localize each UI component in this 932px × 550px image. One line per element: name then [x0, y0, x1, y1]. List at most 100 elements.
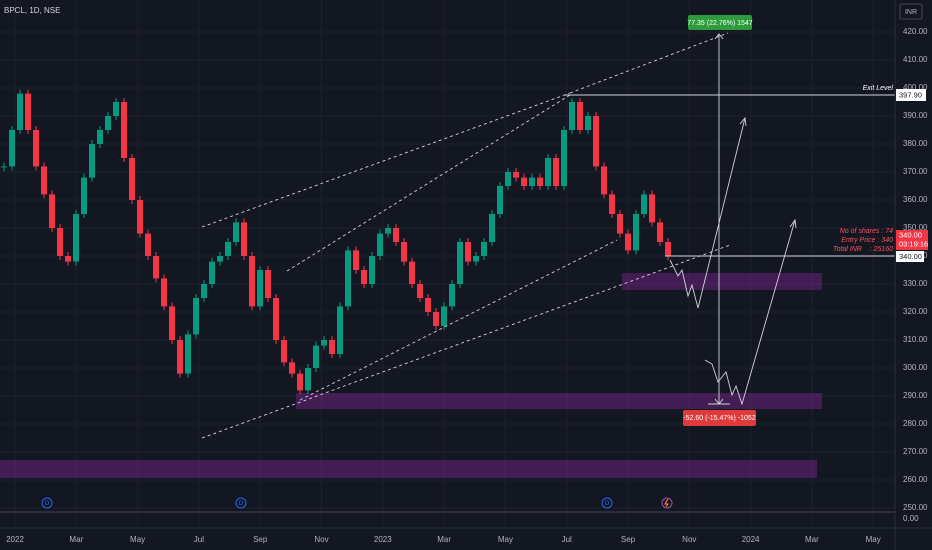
event-label: D — [239, 501, 244, 507]
arrow-head — [789, 218, 797, 229]
candle — [273, 298, 279, 340]
y-tick-label: 270.00 — [903, 447, 928, 456]
candle — [457, 242, 463, 284]
candle — [449, 284, 455, 307]
candle — [113, 102, 119, 116]
candle — [577, 102, 583, 130]
x-tick-label: Nov — [682, 535, 696, 544]
candle — [425, 298, 431, 312]
candle — [233, 222, 239, 242]
candle — [633, 214, 639, 251]
target-label: 77.35 (22.76%) 1547 — [687, 20, 752, 27]
candle — [257, 270, 263, 307]
candle — [473, 256, 479, 262]
info-line: Entry Price : 340 — [841, 237, 893, 244]
x-tick-label: Jul — [562, 535, 572, 544]
candle — [89, 144, 95, 178]
candle — [353, 250, 359, 270]
exit-label: Exit Level — [863, 85, 894, 92]
entry-price: 340.00 — [899, 252, 922, 261]
candle — [9, 130, 15, 167]
candles — [1, 89, 671, 395]
candle — [497, 186, 503, 214]
y-tick-label: 290.00 — [903, 391, 928, 400]
candle — [1, 166, 7, 168]
x-tick-label: Mar — [69, 535, 83, 544]
candle — [201, 284, 207, 298]
candle — [441, 306, 447, 326]
candle — [225, 242, 231, 256]
event-icon — [601, 497, 613, 509]
candle — [49, 194, 55, 228]
x-tick-label: May — [498, 535, 513, 544]
candle — [33, 130, 39, 167]
arrow-head — [739, 116, 747, 127]
y-tick-label: 330.00 — [903, 279, 928, 288]
trend-line — [201, 244, 731, 439]
event-icon — [235, 497, 247, 509]
candle — [313, 345, 319, 368]
candle — [305, 368, 311, 391]
last-price: 340.00 — [899, 230, 922, 239]
candle — [193, 298, 199, 335]
x-tick-label: Sep — [621, 535, 636, 544]
candle — [329, 340, 335, 354]
candle — [65, 256, 71, 262]
candle — [241, 222, 247, 256]
candle — [385, 228, 391, 234]
candle — [657, 222, 663, 242]
candle — [97, 130, 103, 144]
candle — [337, 306, 343, 354]
candle — [377, 233, 383, 256]
candle — [321, 340, 327, 346]
earnings-icon — [664, 498, 669, 508]
candle — [161, 278, 167, 307]
y-tick-label: 410.00 — [903, 55, 928, 64]
candle — [57, 228, 63, 256]
candle — [209, 261, 215, 284]
candle — [217, 256, 223, 262]
event-label: D — [605, 501, 610, 507]
candle — [297, 373, 303, 391]
trend-line — [299, 239, 618, 401]
y-tick-label: 400.00 — [903, 83, 928, 92]
countdown: 03:19:16 — [899, 239, 928, 248]
candle — [185, 334, 191, 374]
stop-label: -52.60 (-15.47%) -1052 — [683, 415, 755, 422]
candle — [105, 116, 111, 130]
x-tick-label: Mar — [805, 535, 819, 544]
candle — [153, 256, 159, 279]
currency[interactable]: INR — [905, 9, 917, 16]
y-tick-label: 310.00 — [903, 335, 928, 344]
info-line: Total INR : 25160 — [833, 246, 893, 253]
indicator-value: 0.00 — [903, 514, 919, 523]
entry-price-box — [896, 251, 924, 262]
y-tick-label: 390.00 — [903, 111, 928, 120]
trend-line — [286, 94, 571, 272]
candle — [433, 312, 439, 326]
candle — [281, 340, 287, 363]
x-tick-label: Mar — [437, 535, 451, 544]
candle — [489, 214, 495, 242]
x-tick-label: 2023 — [374, 535, 392, 544]
candle — [121, 102, 127, 158]
x-tick-label: May — [866, 535, 881, 544]
candle — [569, 102, 575, 130]
candle — [465, 242, 471, 262]
path-arrow — [704, 219, 796, 406]
x-tick-label: Sep — [253, 535, 268, 544]
trend-line — [569, 32, 729, 94]
target-box — [688, 15, 752, 30]
candle — [401, 242, 407, 262]
candle — [649, 194, 655, 223]
last-price-box — [896, 230, 928, 250]
candle — [553, 158, 559, 186]
candle — [513, 172, 519, 178]
y-tick-label: 360.00 — [903, 195, 928, 204]
candle — [393, 228, 399, 242]
candle — [129, 158, 135, 200]
candle — [137, 200, 143, 234]
price-axis: 250.00 260.00 270.00 280.00 290.00 300.00 310.… — [6, 27, 928, 544]
currency-button[interactable] — [899, 3, 923, 20]
